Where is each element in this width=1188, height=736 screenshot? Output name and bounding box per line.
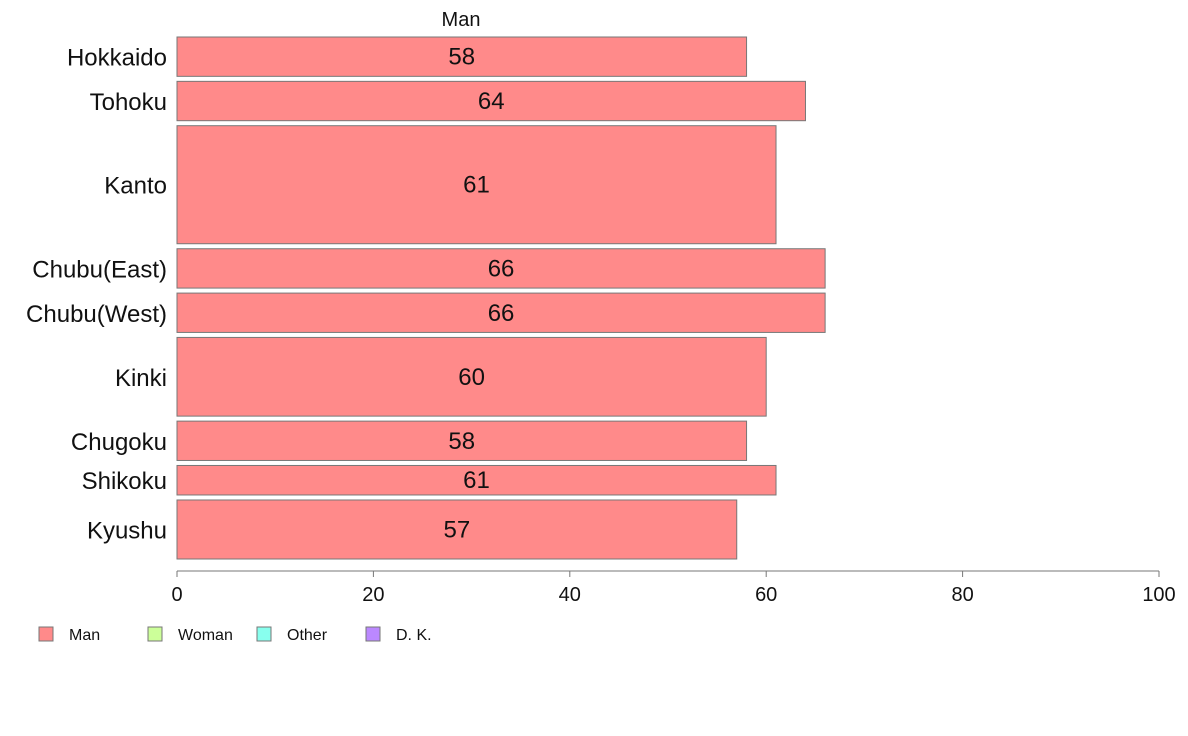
data-label: 66: [488, 255, 515, 282]
legend-swatch: [38, 626, 54, 642]
legend-swatch: [256, 626, 272, 642]
bars: 58 Hokkaido 64 Tohoku 61 Kanto 66 Chubu(East) 66…: [26, 36, 826, 560]
bar: [176, 125, 777, 245]
x-tick-label: 20: [362, 584, 384, 606]
x-tick-label: 60: [755, 584, 777, 606]
category-label: Kinki: [115, 365, 167, 392]
category-label: Tohoku: [90, 89, 167, 116]
chart-top-label: Man: [442, 9, 481, 31]
data-label: 60: [458, 364, 485, 391]
category-label: Chubu(West): [26, 301, 167, 328]
data-label: 61: [463, 172, 490, 199]
x-tick-label: 80: [951, 584, 973, 606]
data-label: 57: [444, 516, 471, 543]
category-label: Hokkaido: [67, 45, 167, 72]
bar: [176, 336, 767, 417]
bar: [176, 248, 826, 289]
x-tick-label: 40: [559, 584, 581, 606]
legend: Man Woman Other D. K.: [38, 626, 432, 644]
bar: [176, 464, 777, 496]
x-axis: 0 20 40 60 80 100: [171, 570, 1176, 606]
data-label: 61: [463, 467, 490, 494]
bar: [176, 420, 748, 461]
x-tick-label: 0: [171, 584, 182, 606]
legend-label: D. K.: [396, 627, 432, 644]
data-label: 64: [478, 88, 505, 115]
legend-swatch: [365, 626, 381, 642]
legend-swatch: [147, 626, 163, 642]
data-label: 58: [448, 44, 475, 71]
legend-label: Man: [69, 627, 100, 644]
data-label: 66: [488, 300, 515, 327]
category-label: Chugoku: [71, 429, 167, 456]
category-label: Kyushu: [87, 517, 167, 544]
category-label: Shikoku: [82, 468, 167, 495]
bar: [176, 80, 806, 122]
bar: [176, 499, 738, 560]
bar: [176, 36, 748, 77]
bar: [176, 292, 826, 333]
data-label: 58: [448, 428, 475, 455]
category-label: Kanto: [104, 173, 167, 200]
legend-label: Woman: [178, 627, 233, 644]
legend-label: Other: [287, 627, 328, 644]
x-tick-label: 100: [1142, 584, 1175, 606]
category-label: Chubu(East): [32, 256, 167, 283]
